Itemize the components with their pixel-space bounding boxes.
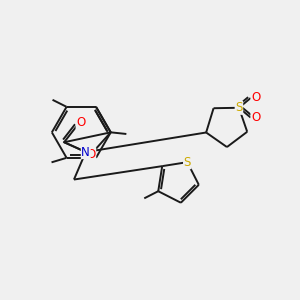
Text: O: O	[76, 116, 86, 129]
Text: S: S	[184, 156, 191, 169]
Text: O: O	[251, 92, 260, 104]
Text: O: O	[251, 111, 260, 124]
Text: N: N	[81, 146, 90, 159]
Text: S: S	[235, 101, 243, 114]
Text: O: O	[86, 148, 96, 161]
